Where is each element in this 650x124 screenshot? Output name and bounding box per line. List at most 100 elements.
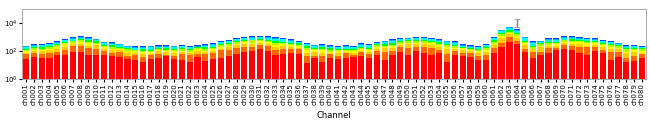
Bar: [569, 42, 575, 44]
Bar: [358, 49, 365, 51]
Bar: [70, 41, 76, 43]
Bar: [62, 44, 68, 47]
Bar: [319, 50, 326, 53]
Bar: [101, 55, 107, 79]
Bar: [592, 43, 598, 45]
Bar: [38, 50, 45, 51]
Bar: [366, 54, 372, 58]
Bar: [304, 56, 310, 63]
Bar: [358, 45, 365, 46]
Bar: [483, 52, 489, 55]
Bar: [592, 39, 598, 40]
Bar: [616, 44, 621, 45]
Bar: [23, 51, 29, 53]
Bar: [553, 42, 559, 43]
Bar: [163, 55, 170, 56]
Bar: [405, 38, 411, 39]
Bar: [288, 41, 294, 42]
Bar: [38, 49, 45, 50]
Bar: [600, 44, 606, 45]
Bar: [343, 53, 349, 58]
Bar: [522, 40, 528, 41]
Bar: [46, 44, 53, 45]
Bar: [405, 47, 411, 55]
Bar: [85, 46, 92, 48]
Bar: [46, 46, 53, 47]
Bar: [288, 40, 294, 41]
Bar: [350, 53, 357, 55]
Bar: [288, 43, 294, 44]
Bar: [584, 39, 590, 40]
Bar: [428, 39, 435, 40]
Bar: [241, 42, 248, 44]
Bar: [179, 54, 185, 60]
Bar: [561, 40, 567, 42]
Bar: [389, 41, 396, 43]
Bar: [553, 38, 559, 39]
Bar: [460, 46, 466, 47]
Bar: [483, 46, 489, 47]
Bar: [202, 54, 209, 61]
Bar: [569, 37, 575, 38]
Bar: [148, 59, 154, 79]
Bar: [77, 42, 84, 44]
Bar: [514, 44, 520, 79]
Bar: [382, 42, 388, 43]
Bar: [553, 50, 559, 79]
Bar: [31, 51, 37, 53]
Bar: [124, 47, 131, 48]
Bar: [116, 48, 123, 49]
Bar: [77, 44, 84, 46]
Bar: [397, 40, 404, 41]
Bar: [288, 45, 294, 47]
Bar: [577, 41, 582, 43]
Bar: [163, 50, 170, 51]
Bar: [288, 49, 294, 53]
Bar: [366, 48, 372, 49]
Bar: [428, 48, 435, 55]
Bar: [421, 40, 427, 41]
Bar: [460, 53, 466, 56]
Bar: [257, 43, 263, 45]
Bar: [218, 45, 224, 47]
Bar: [109, 56, 115, 79]
Bar: [93, 55, 99, 79]
Bar: [561, 37, 567, 38]
Bar: [545, 40, 551, 42]
Bar: [70, 43, 76, 44]
Bar: [77, 46, 84, 52]
Bar: [491, 53, 497, 79]
Bar: [62, 50, 68, 55]
Bar: [124, 56, 131, 59]
Bar: [608, 45, 614, 47]
Bar: [202, 51, 209, 52]
Bar: [413, 39, 419, 40]
Bar: [77, 38, 84, 39]
Bar: [194, 48, 201, 49]
Bar: [54, 42, 60, 43]
Bar: [350, 55, 357, 57]
Bar: [397, 47, 404, 52]
Bar: [272, 50, 279, 55]
Bar: [491, 41, 497, 42]
Bar: [194, 54, 201, 57]
Bar: [304, 43, 310, 44]
Bar: [530, 41, 536, 42]
Bar: [140, 47, 146, 48]
Bar: [428, 55, 435, 79]
Bar: [577, 38, 582, 39]
Bar: [514, 34, 520, 36]
Bar: [413, 38, 419, 39]
Bar: [358, 52, 365, 56]
Bar: [584, 44, 590, 46]
Bar: [553, 44, 559, 46]
Bar: [148, 49, 154, 50]
Bar: [623, 52, 629, 53]
Bar: [70, 46, 76, 52]
Bar: [241, 41, 248, 42]
Bar: [428, 42, 435, 44]
Bar: [62, 42, 68, 43]
Bar: [319, 47, 326, 49]
Bar: [608, 52, 614, 60]
Bar: [296, 48, 302, 49]
